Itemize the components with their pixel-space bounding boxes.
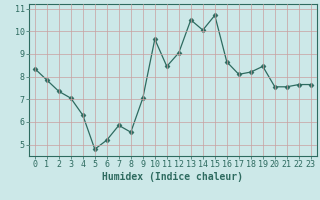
X-axis label: Humidex (Indice chaleur): Humidex (Indice chaleur) [102,172,243,182]
